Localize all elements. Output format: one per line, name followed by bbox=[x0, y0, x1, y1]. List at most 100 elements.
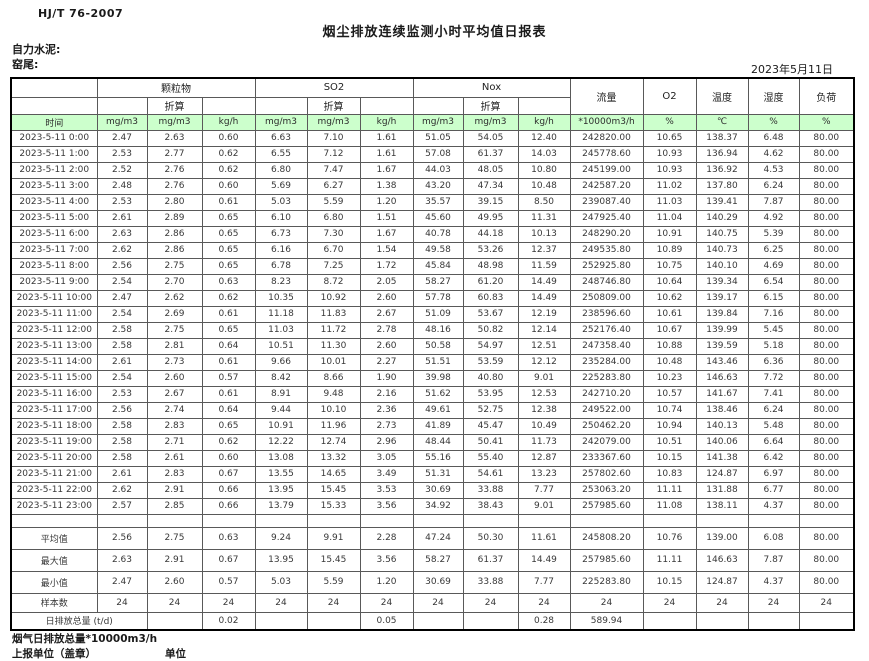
time-header: 时间 bbox=[10, 113, 98, 131]
value-cell: 50.30 bbox=[462, 526, 519, 550]
value-cell: 80.00 bbox=[798, 193, 855, 211]
value-cell: 252176.40 bbox=[569, 321, 644, 339]
value-cell: 2.56 bbox=[96, 257, 148, 275]
value-cell: 1.51 bbox=[359, 209, 414, 227]
table-row: 2023-5-11 3:00 2.48 2.76 0.60 5.69 6.27 1.38 43… bbox=[10, 177, 855, 195]
value-cell: 7.10 bbox=[306, 129, 361, 147]
value-cell: 11.73 bbox=[517, 433, 571, 451]
company-label: 自力水泥: bbox=[12, 43, 61, 56]
value-cell: 54.05 bbox=[462, 129, 519, 147]
value-cell: 0.65 bbox=[201, 257, 256, 275]
value-cell: 9.01 bbox=[517, 497, 571, 515]
value-cell: 51.09 bbox=[412, 305, 464, 323]
empty-cell bbox=[201, 513, 256, 528]
value-cell: 248746.80 bbox=[569, 273, 644, 291]
value-cell: 10.88 bbox=[642, 337, 697, 355]
value-cell: 143.46 bbox=[695, 353, 749, 371]
table-row: 2023-5-11 16:00 2.53 2.67 0.61 8.91 9.48 2.16 5… bbox=[10, 385, 855, 403]
value-cell: 6.97 bbox=[747, 465, 800, 483]
value-cell: 139.59 bbox=[695, 337, 749, 355]
value-cell: 45.84 bbox=[412, 257, 464, 275]
value-cell: 61.37 bbox=[462, 548, 519, 572]
value-cell: 138.37 bbox=[695, 129, 749, 147]
table-row: 2023-5-11 9:00 2.54 2.70 0.63 8.23 8.72 2.05 58… bbox=[10, 273, 855, 291]
value-cell: 5.45 bbox=[747, 321, 800, 339]
value-cell: 0.65 bbox=[201, 225, 256, 243]
value-cell: 5.39 bbox=[747, 225, 800, 243]
empty-cell bbox=[462, 513, 519, 528]
value-cell: 12.14 bbox=[517, 321, 571, 339]
value-cell: 5.59 bbox=[306, 570, 361, 594]
value-cell: 49.95 bbox=[462, 209, 519, 227]
value-cell: 13.32 bbox=[306, 449, 361, 467]
value-cell: 139.34 bbox=[695, 273, 749, 291]
time-cell: 2023-5-11 14:00 bbox=[10, 353, 98, 371]
value-cell: 10.65 bbox=[642, 129, 697, 147]
value-cell: 245808.20 bbox=[569, 526, 644, 550]
empty-cell bbox=[146, 513, 203, 528]
value-cell: 140.10 bbox=[695, 257, 749, 275]
value-cell: 7.72 bbox=[747, 369, 800, 387]
value-cell: 2.54 bbox=[96, 273, 148, 291]
time-cell: 2023-5-11 4:00 bbox=[10, 193, 98, 211]
value-cell: 2.58 bbox=[96, 321, 148, 339]
unit-cell: % bbox=[747, 113, 800, 131]
value-cell: 139.00 bbox=[695, 526, 749, 550]
value-cell: 11.72 bbox=[306, 321, 361, 339]
value-cell: 2.47 bbox=[96, 289, 148, 307]
value-cell: 1.61 bbox=[359, 145, 414, 163]
group-header-load: 负荷 bbox=[798, 77, 855, 115]
value-cell: 2.91 bbox=[146, 548, 203, 572]
value-cell: 49.58 bbox=[412, 241, 464, 259]
converted-header-nox: 折算 bbox=[462, 96, 519, 115]
empty-cell bbox=[10, 513, 98, 528]
table-row: 2023-5-11 20:00 2.58 2.61 0.60 13.08 13.32 3.0… bbox=[10, 449, 855, 467]
value-cell: 5.18 bbox=[747, 337, 800, 355]
value-cell: 45.60 bbox=[412, 209, 464, 227]
value-cell: 80.00 bbox=[798, 417, 855, 435]
value-cell: 10.48 bbox=[642, 353, 697, 371]
group-header-so2: SO2 bbox=[254, 77, 414, 98]
value-cell: 47.24 bbox=[412, 526, 464, 550]
value-cell: 2.60 bbox=[359, 337, 414, 355]
value-cell: 2.67 bbox=[359, 305, 414, 323]
value-cell: 6.24 bbox=[747, 401, 800, 419]
value-cell: 41.89 bbox=[412, 417, 464, 435]
value-cell: 10.13 bbox=[517, 225, 571, 243]
value-cell: 80.00 bbox=[798, 401, 855, 419]
empty-cell bbox=[359, 96, 414, 115]
value-cell: 2.54 bbox=[96, 305, 148, 323]
empty-cell bbox=[412, 96, 464, 115]
value-cell: 24 bbox=[96, 592, 148, 613]
table-row: 2023-5-11 10:00 2.47 2.62 0.62 10.35 10.92 2.6… bbox=[10, 289, 855, 307]
value-cell: 1.61 bbox=[359, 129, 414, 147]
value-cell: 39.98 bbox=[412, 369, 464, 387]
value-cell: 2.83 bbox=[146, 417, 203, 435]
value-cell: 11.02 bbox=[642, 177, 697, 195]
value-cell: 2.47 bbox=[96, 129, 148, 147]
value-cell: 6.70 bbox=[306, 241, 361, 259]
time-cell: 2023-5-11 0:00 bbox=[10, 129, 98, 147]
value-cell: 14.49 bbox=[517, 273, 571, 291]
value-cell: 12.12 bbox=[517, 353, 571, 371]
value-cell: 2.60 bbox=[146, 369, 203, 387]
value-cell: 257802.60 bbox=[569, 465, 644, 483]
value-cell: 10.01 bbox=[306, 353, 361, 371]
value-cell: 7.16 bbox=[747, 305, 800, 323]
report-unit-label: 上报单位（盖章） bbox=[12, 648, 96, 660]
value-cell: 11.96 bbox=[306, 417, 361, 435]
value-cell: 2.62 bbox=[96, 481, 148, 499]
empty-cell bbox=[359, 513, 414, 528]
value-cell: 7.77 bbox=[517, 481, 571, 499]
value-cell: 2.05 bbox=[359, 273, 414, 291]
value-cell: 2.58 bbox=[96, 417, 148, 435]
value-cell: 2.77 bbox=[146, 145, 203, 163]
group-header-temp: 温度 bbox=[695, 77, 749, 115]
value-cell: 1.72 bbox=[359, 257, 414, 275]
value-cell: 3.53 bbox=[359, 481, 414, 499]
value-cell: 0.64 bbox=[201, 401, 256, 419]
value-cell: 0.61 bbox=[201, 193, 256, 211]
value-cell bbox=[146, 611, 203, 631]
value-cell: 5.48 bbox=[747, 417, 800, 435]
value-cell: 7.30 bbox=[306, 225, 361, 243]
